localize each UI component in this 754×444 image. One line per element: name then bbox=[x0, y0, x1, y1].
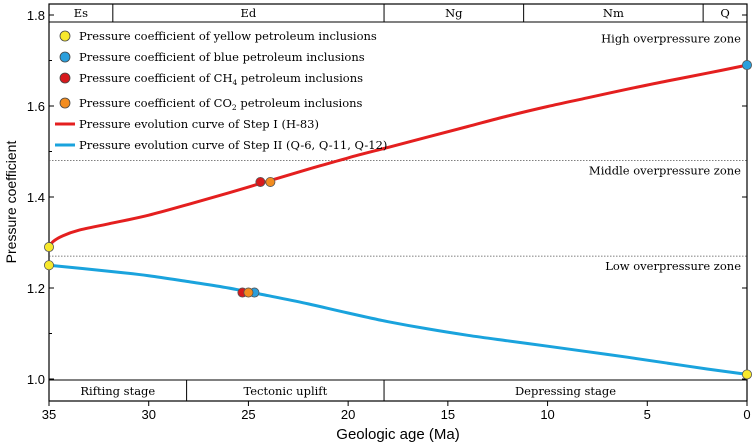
y-tick-label: 1.0 bbox=[27, 372, 45, 387]
series-curve-step-2 bbox=[47, 263, 749, 376]
stage-band: Rifting stage Tectonic uplift Depressing s… bbox=[80, 380, 616, 401]
legend-co2-label: Pressure coefficient of CO2 petroleum in… bbox=[79, 96, 363, 112]
inclusion-point bbox=[742, 369, 753, 380]
inclusion-point bbox=[742, 60, 753, 71]
inclusion-point bbox=[243, 287, 254, 298]
legend-ch4-pre: Pressure coefficient of CH bbox=[79, 71, 233, 85]
y-axis-title: Pressure coefficient bbox=[3, 141, 19, 264]
zone-label: Middle overpressure zone bbox=[589, 163, 741, 177]
zone-label: High overpressure zone bbox=[601, 31, 741, 45]
x-tick-label: 15 bbox=[441, 407, 455, 422]
y-axis: 1.0 1.2 1.4 1.6 1.8 bbox=[27, 8, 747, 387]
stage-label: Depressing stage bbox=[515, 384, 616, 398]
legend: Pressure coefficient of yellow petroleum… bbox=[55, 29, 387, 152]
legend-yellow-marker bbox=[59, 30, 71, 42]
legend-blue-label: Pressure coefficient of blue petroleum i… bbox=[79, 50, 365, 64]
legend-co2-pre: Pressure coefficient of CO bbox=[79, 96, 232, 110]
legend-co2-marker bbox=[59, 97, 71, 109]
x-axis: 35 30 25 20 15 10 5 0 bbox=[42, 401, 751, 422]
legend-ch4-sub: 4 bbox=[233, 78, 238, 87]
plot-frame bbox=[48, 3, 748, 402]
strata-label: Nm bbox=[603, 6, 624, 20]
legend-yellow-label: Pressure coefficient of yellow petroleum… bbox=[79, 29, 377, 43]
legend-blue-marker bbox=[59, 51, 71, 63]
legend-ch4-marker bbox=[59, 72, 71, 84]
strata-label: Q bbox=[720, 6, 729, 20]
zone-labels: High overpressure zone Middle overpressur… bbox=[589, 31, 741, 272]
x-tick-label: 10 bbox=[540, 407, 554, 422]
x-axis-title: Geologic age (Ma) bbox=[336, 426, 459, 443]
data-points bbox=[44, 60, 753, 380]
strata-label: Ed bbox=[241, 6, 257, 20]
legend-step1-label: Pressure evolution curve of Step I (H-83… bbox=[79, 117, 319, 131]
y-tick-label: 1.8 bbox=[27, 8, 45, 23]
legend-ch4-label: Pressure coefficient of CH4 petroleum in… bbox=[79, 71, 363, 87]
series-curves bbox=[47, 63, 749, 376]
x-tick-label: 5 bbox=[644, 407, 651, 422]
strata-label: Ng bbox=[445, 6, 463, 20]
zone-boundaries bbox=[49, 160, 747, 257]
strata-label: Es bbox=[74, 6, 88, 20]
y-tick-label: 1.6 bbox=[27, 99, 45, 114]
x-tick-label: 25 bbox=[241, 407, 255, 422]
series-curve-step-1 bbox=[47, 63, 749, 249]
x-tick-label: 35 bbox=[42, 407, 56, 422]
legend-co2-post: petroleum inclusions bbox=[237, 96, 363, 110]
legend-ch4-post: petroleum inclusions bbox=[237, 71, 363, 85]
stage-label: Tectonic uplift bbox=[243, 384, 327, 398]
inclusion-point bbox=[44, 260, 55, 271]
zone-label: Low overpressure zone bbox=[605, 259, 741, 273]
legend-step2-label: Pressure evolution curve of Step II (Q-6… bbox=[79, 138, 387, 152]
inclusion-point bbox=[255, 176, 266, 187]
inclusion-point bbox=[265, 176, 276, 187]
y-tick-label: 1.2 bbox=[27, 281, 45, 296]
strata-band: Es Ed Ng Nm Q bbox=[74, 4, 730, 22]
inclusion-point bbox=[44, 242, 55, 253]
y-tick-label: 1.4 bbox=[27, 190, 45, 205]
stage-label: Rifting stage bbox=[80, 384, 155, 398]
x-tick-label: 20 bbox=[341, 407, 355, 422]
legend-co2-sub: 2 bbox=[232, 103, 237, 112]
x-tick-label: 30 bbox=[141, 407, 155, 422]
x-tick-label: 0 bbox=[743, 407, 750, 422]
